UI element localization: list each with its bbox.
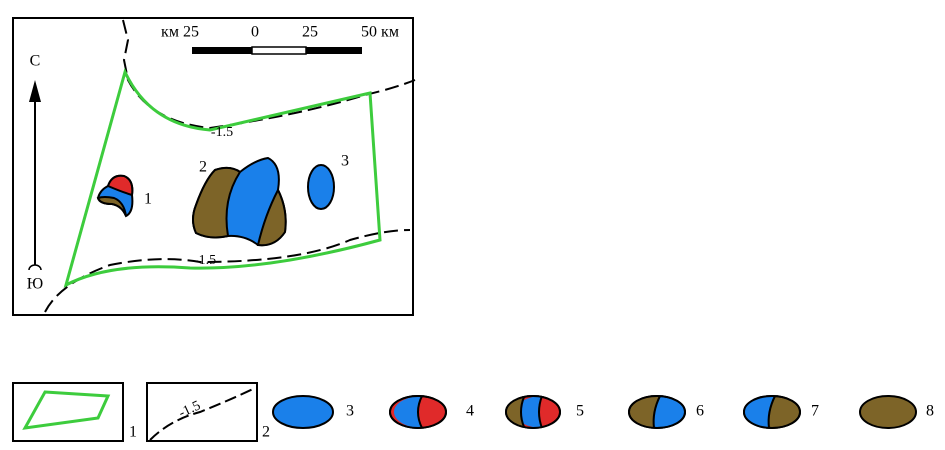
legend-symbol [628, 395, 686, 429]
scale-label: 0 [251, 24, 259, 41]
contour-label: -1.5 [211, 125, 233, 140]
object [192, 156, 287, 247]
object [307, 164, 335, 210]
object-label: 3 [341, 153, 349, 170]
scale-label: 25 [302, 24, 318, 41]
legend-label: 2 [262, 424, 270, 441]
legend-box [12, 382, 124, 442]
south-label: Ю [27, 276, 43, 293]
legend-symbol [505, 395, 561, 429]
area-boundary [63, 67, 382, 288]
legend-symbol [859, 395, 917, 429]
legend-label: 3 [346, 403, 354, 420]
legend-symbol [149, 387, 256, 441]
legend-symbol [389, 395, 447, 429]
legend-symbol [743, 395, 801, 429]
legend-symbol [22, 390, 111, 430]
legend-symbol [272, 395, 334, 429]
scale-bar [192, 46, 362, 55]
scale-label: км 25 [161, 24, 199, 41]
contour-line [44, 229, 411, 313]
legend-label: 4 [466, 403, 474, 420]
legend-label: 5 [576, 403, 584, 420]
object-label: 1 [144, 191, 152, 208]
north-label: С [30, 53, 41, 70]
object [96, 174, 134, 218]
map-frame [12, 17, 414, 316]
north-arrow [28, 80, 42, 271]
legend-label: 8 [926, 403, 934, 420]
scale-label: 50 км [361, 24, 399, 41]
contour-label: -1.5 [194, 253, 216, 268]
object-label: 2 [199, 159, 207, 176]
legend-label: 1 [129, 424, 137, 441]
legend-label: 7 [811, 403, 819, 420]
legend-label: 6 [696, 403, 704, 420]
